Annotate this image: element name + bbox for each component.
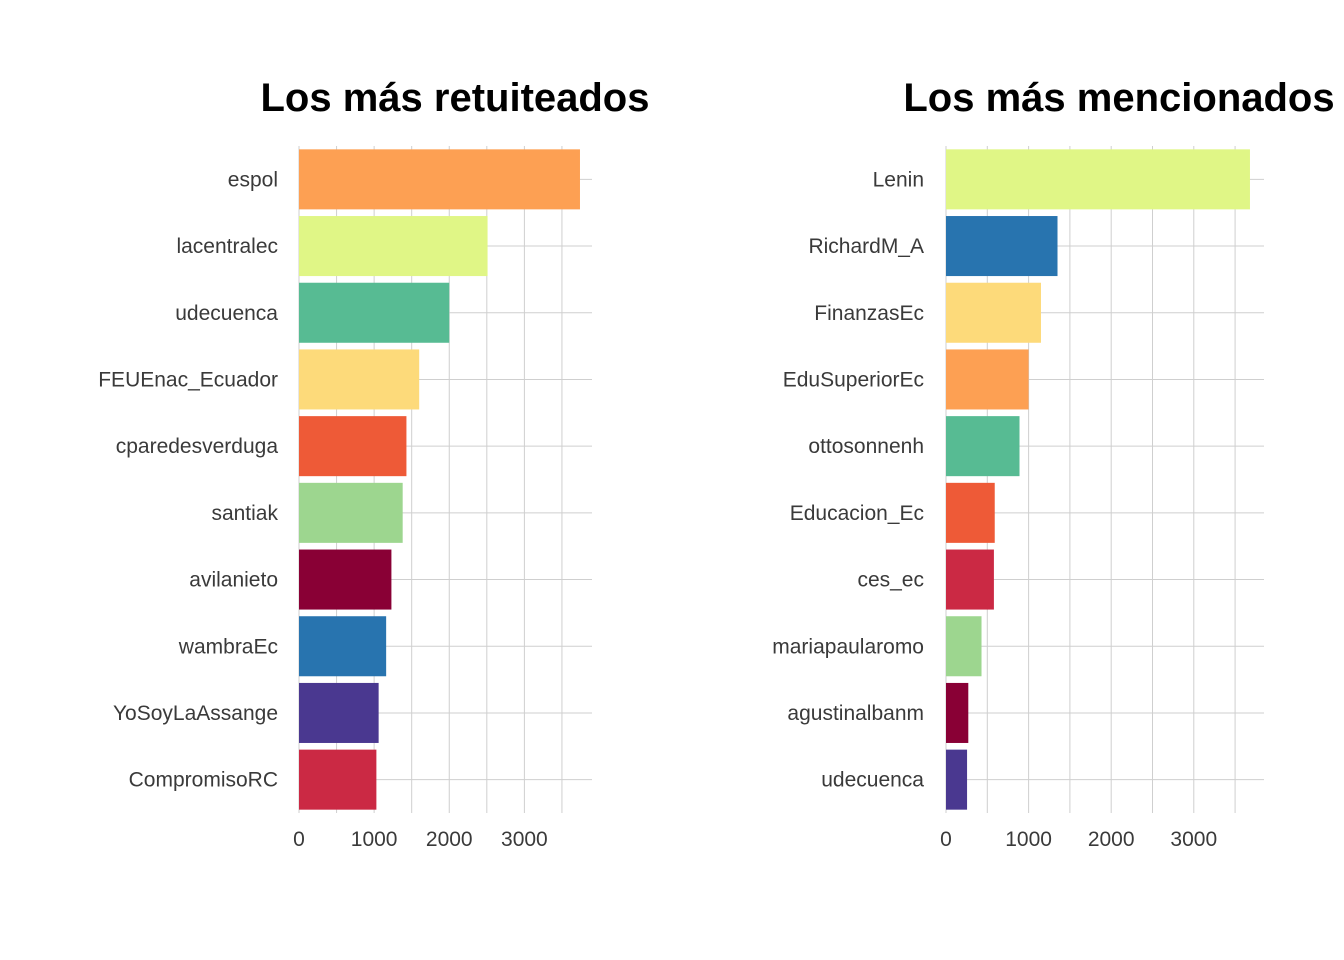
mentioned-category-label: ottosonnenh (808, 435, 924, 458)
mentioned-category-label: EduSuperiorEc (783, 368, 924, 391)
retweeted-category-label: YoSoyLaAssange (113, 702, 278, 725)
mentioned-bar-mariapaularomo (946, 616, 982, 677)
retweeted-category-label: wambraEc (178, 635, 278, 658)
retweeted-x-tick-label: 1000 (351, 828, 398, 851)
mentioned-x-tick-label: 1000 (1005, 828, 1052, 851)
retweeted-bar-FEUEnac_Ecuador (299, 349, 420, 410)
mentioned-category-label: ces_ec (857, 569, 924, 592)
mentioned-bar-ottosonnenh (946, 416, 1020, 477)
mentioned-category-label: RichardM_A (808, 235, 924, 258)
retweeted-category-label: espol (228, 168, 278, 191)
retweeted-category-label: santiak (211, 502, 278, 525)
retweeted-bar-wambraEc (299, 616, 387, 677)
retweeted-bar-lacentralec (299, 216, 488, 277)
retweeted-bar-udecuenca (299, 282, 450, 343)
mentioned-category-label: Educacion_Ec (790, 502, 924, 525)
mentioned-bar-ces_ec (946, 549, 994, 610)
retweeted-x-tick-label: 3000 (501, 828, 548, 851)
mentioned-x-tick-label: 2000 (1088, 828, 1135, 851)
mentioned-category-label: Lenin (873, 168, 924, 191)
mentioned-bar-EduSuperiorEc (946, 349, 1029, 410)
retweeted-category-label: avilanieto (189, 569, 278, 592)
mentioned-bar-udecuenca (946, 749, 968, 810)
retweeted-category-label: cparedesverduga (116, 435, 279, 458)
mentioned-chart-panel: Los más mencionados Lenin RichardM_A Finan… (772, 76, 1334, 851)
mentioned-x-tick-label: 3000 (1170, 828, 1217, 851)
mentioned-bar-Lenin (946, 149, 1250, 210)
retweeted-bar-santiak (299, 482, 403, 543)
retweeted-category-label: CompromisoRC (129, 769, 278, 792)
mentioned-category-label: FinanzasEc (814, 302, 924, 325)
retweeted-bar-cparedesverduga (299, 416, 407, 477)
mentioned-category-label: mariapaularomo (772, 635, 924, 658)
retweeted-x-tick-label: 0 (293, 828, 305, 851)
retweeted-bar-espol (299, 149, 580, 210)
mentioned-x-tick-label: 0 (940, 828, 952, 851)
retweeted-category-label: FEUEnac_Ecuador (98, 368, 278, 391)
retweeted-bar-avilanieto (299, 549, 392, 610)
mentioned-bar-Educacion_Ec (946, 482, 995, 543)
retweeted-chart-panel: Los más retuiteados espol lacentralec udec… (98, 76, 649, 851)
mentioned-category-label: agustinalbanm (787, 702, 924, 725)
mentioned-bar-RichardM_A (946, 216, 1058, 277)
retweeted-bar-YoSoyLaAssange (299, 682, 379, 743)
retweeted-x-tick-label: 2000 (426, 828, 473, 851)
mentioned-category-label: udecuenca (821, 769, 924, 792)
chart-title-mentioned: Los más mencionados (903, 76, 1334, 120)
retweeted-category-label: udecuenca (175, 302, 278, 325)
retweeted-bar-CompromisoRC (299, 749, 377, 810)
mentioned-bar-FinanzasEc (946, 282, 1041, 343)
chart-title-retweeted: Los más retuiteados (260, 76, 649, 120)
retweeted-category-label: lacentralec (176, 235, 278, 258)
mentioned-bar-agustinalbanm (946, 682, 969, 743)
